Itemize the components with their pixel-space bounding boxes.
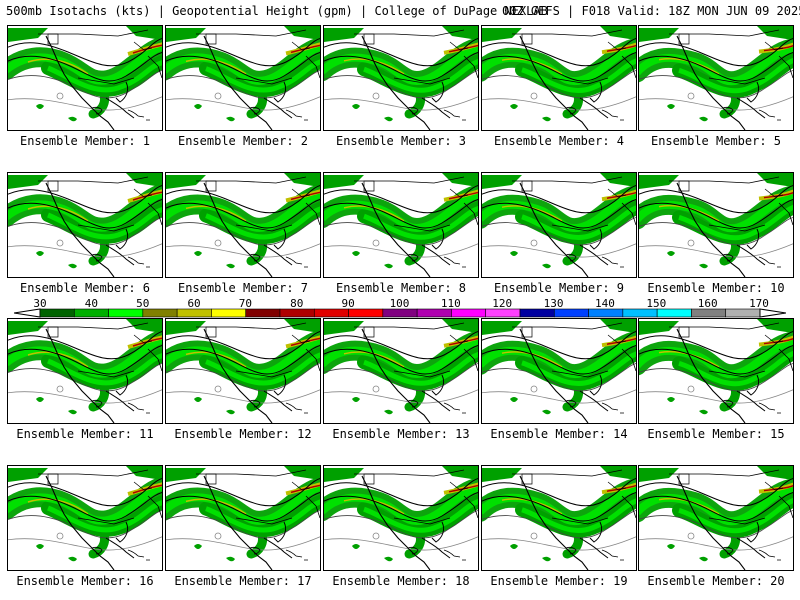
ensemble-member-label: Ensemble Member: 20 — [647, 574, 785, 588]
ensemble-member-map — [481, 25, 637, 131]
map-title: 500mb Isotachs (kts) | Geopotential Heig… — [6, 4, 548, 18]
ensemble-member-map — [165, 465, 321, 571]
ensemble-member-map — [481, 465, 637, 571]
ensemble-member-label: Ensemble Member: 7 — [177, 281, 309, 295]
colorbar-segment — [588, 308, 624, 318]
colorbar-tick-label: 170 — [749, 297, 769, 310]
ensemble-member-map — [323, 465, 479, 571]
colorbar-segment — [176, 308, 212, 318]
colorbar-segment — [142, 308, 178, 318]
colorbar-segment — [656, 308, 692, 318]
colorbar-tick-label: 90 — [341, 297, 355, 310]
colorbar-tick-label: 120 — [492, 297, 513, 310]
ensemble-member-label: Ensemble Member: 13 — [332, 427, 470, 441]
colorbar-segment — [73, 308, 109, 318]
colorbar-segment — [313, 308, 349, 318]
ensemble-member-map — [165, 25, 321, 131]
ensemble-member-map — [7, 465, 163, 571]
colorbar-segment — [348, 308, 384, 318]
ensemble-member-map — [165, 318, 321, 424]
ensemble-member-map — [165, 172, 321, 278]
colorbar-high-arrow — [759, 308, 786, 318]
ensemble-member-map — [323, 318, 479, 424]
ensemble-member-map — [323, 25, 479, 131]
colorbar-tick-label: 50 — [136, 297, 150, 310]
colorbar-segment — [553, 308, 589, 318]
colorbar-segment — [622, 308, 658, 318]
ensemble-member-label: Ensemble Member: 5 — [650, 134, 782, 148]
ensemble-member-label: Ensemble Member: 12 — [174, 427, 312, 441]
ensemble-member-label: Ensemble Member: 17 — [174, 574, 312, 588]
map-header: 500mb Isotachs (kts) | Geopotential Heig… — [6, 3, 800, 19]
ensemble-member-label: Ensemble Member: 18 — [332, 574, 470, 588]
colorbar-tick-label: 70 — [238, 297, 253, 310]
colorbar-segment — [108, 308, 144, 318]
colorbar-low-arrow — [14, 308, 41, 318]
colorbar-segment — [451, 308, 487, 318]
ensemble-member-map — [7, 318, 163, 424]
ensemble-member-map — [481, 172, 637, 278]
colorbar-tick-label: 100 — [389, 297, 410, 310]
colorbar-segment — [485, 308, 521, 318]
ensemble-member-label: Ensemble Member: 15 — [647, 427, 785, 441]
colorbar-tick-label: 110 — [440, 297, 461, 310]
ensemble-member-map — [638, 465, 794, 571]
colorbar-segment — [382, 308, 418, 318]
colorbar-tick-label: 150 — [646, 297, 667, 310]
colorbar-segment — [39, 308, 75, 318]
ensemble-member-map — [638, 25, 794, 131]
colorbar-segment — [245, 308, 281, 318]
ensemble-member-map — [481, 318, 637, 424]
ensemble-member-label: Ensemble Member: 11 — [16, 427, 154, 441]
colorbar-segment — [519, 308, 555, 318]
ensemble-member-label: Ensemble Member: 9 — [493, 281, 625, 295]
ensemble-member-label: Ensemble Member: 10 — [647, 281, 785, 295]
colorbar-tick-label: 140 — [594, 297, 615, 310]
colorbar-segment — [416, 308, 452, 318]
ensemble-member-label: Ensemble Member: 2 — [177, 134, 309, 148]
colorbar-tick-label: 40 — [84, 297, 98, 310]
ensemble-member-label: Ensemble Member: 8 — [335, 281, 467, 295]
ensemble-member-map — [7, 172, 163, 278]
ensemble-member-label: Ensemble Member: 16 — [16, 574, 154, 588]
colorbar-tick-label: 80 — [290, 297, 304, 310]
ensemble-member-map — [323, 172, 479, 278]
ensemble-member-map — [638, 318, 794, 424]
ensemble-member-label: Ensemble Member: 3 — [335, 134, 467, 148]
colorbar-tick-label: 160 — [697, 297, 718, 310]
colorbar-segment — [725, 308, 761, 318]
ensemble-member-map — [7, 25, 163, 131]
colorbar-tick-label: 60 — [187, 297, 201, 310]
ensemble-member-label: Ensemble Member: 14 — [490, 427, 628, 441]
ensemble-member-label: Ensemble Member: 4 — [493, 134, 625, 148]
ensemble-member-map — [638, 172, 794, 278]
colorbar-segment — [691, 308, 727, 318]
colorbar-segment — [211, 308, 247, 318]
isotach-colorbar — [14, 308, 786, 318]
colorbar-segment — [279, 308, 315, 318]
colorbar-tick-label: 30 — [33, 297, 47, 310]
model-run-info: 00Z GEFS | F018 Valid: 18Z MON JUN 09 20… — [502, 4, 800, 18]
colorbar-tick-label: 130 — [543, 297, 564, 310]
ensemble-member-label: Ensemble Member: 1 — [19, 134, 151, 148]
ensemble-member-label: Ensemble Member: 19 — [490, 574, 628, 588]
ensemble-member-label: Ensemble Member: 6 — [19, 281, 151, 295]
